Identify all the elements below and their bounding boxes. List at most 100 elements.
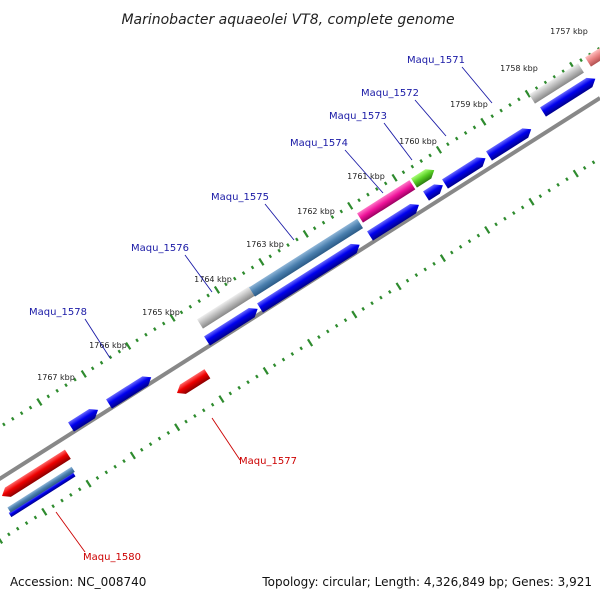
outer-tick xyxy=(224,282,228,287)
outer-tick xyxy=(579,58,583,63)
gene-arrow[interactable] xyxy=(442,154,488,189)
leader-line-maqu-1576 xyxy=(184,254,213,293)
gene-arrow-maqu-1580[interactable] xyxy=(0,449,71,501)
kbp-label: 1766 kbp xyxy=(89,341,127,350)
gene-arrow[interactable] xyxy=(540,74,598,117)
outer-tick xyxy=(232,276,237,281)
inner-tick xyxy=(262,366,269,375)
inner-tick xyxy=(395,282,402,291)
inner-tick xyxy=(528,197,535,206)
feature-block-maqu-1575[interactable] xyxy=(249,218,364,297)
inner-tick xyxy=(69,492,73,497)
kbp-labels: 1757 kbp 1758 kbp 1759 kbp 1760 kbp 1761 kbp… xyxy=(37,27,588,382)
gene-label-maqu-1573[interactable]: Maqu_1573 xyxy=(329,111,387,122)
inner-tick xyxy=(24,521,29,526)
inner-tick xyxy=(210,402,215,407)
gene-arrow[interactable] xyxy=(204,304,261,346)
outer-tick xyxy=(46,394,51,399)
inner-tick xyxy=(306,338,314,347)
outer-tick xyxy=(10,416,15,421)
kbp-label: 1762 kbp xyxy=(297,207,335,216)
feature-block-maqu-1573[interactable] xyxy=(411,165,437,188)
feature-block-maqu-1571[interactable] xyxy=(529,63,584,104)
inner-tick xyxy=(129,451,136,460)
gene-label-maqu-1572[interactable]: Maqu_1572 xyxy=(361,88,419,99)
inner-tick xyxy=(51,504,55,509)
outer-tick xyxy=(428,153,432,158)
leader-line-maqu-1571 xyxy=(461,66,493,104)
outer-tick xyxy=(135,338,139,343)
inner-tick xyxy=(458,244,463,249)
gene-label-maqu-1576[interactable]: Maqu_1576 xyxy=(131,243,189,254)
leader-line-maqu-1578 xyxy=(84,318,111,359)
gene-arrow[interactable] xyxy=(68,405,101,432)
inner-tick xyxy=(432,261,436,266)
outer-tick xyxy=(366,192,370,197)
feature-block-gray[interactable] xyxy=(197,286,256,329)
inner-tick xyxy=(476,233,481,238)
kbp-label: 1757 kbp xyxy=(550,27,588,36)
outer-tick xyxy=(357,198,361,203)
feature-block-edge[interactable] xyxy=(585,46,600,67)
outer-tick xyxy=(302,229,309,238)
gene-label-maqu-1580[interactable]: Maqu_1580 xyxy=(83,552,141,563)
inner-tick xyxy=(104,470,109,475)
accession-text: Accession: NC_008740 xyxy=(10,575,146,589)
feature-block-maqu-1574[interactable] xyxy=(357,180,416,223)
gene-arrow[interactable] xyxy=(486,125,534,161)
outer-tick xyxy=(2,422,6,427)
kbp-label: 1763 kbp xyxy=(246,240,284,249)
outer-tick xyxy=(321,220,326,225)
outer-tick xyxy=(524,89,531,98)
gene-label-maqu-1577[interactable]: Maqu_1577 xyxy=(239,456,297,467)
kbp-label: 1764 kbp xyxy=(194,275,232,284)
inner-tick xyxy=(174,423,181,432)
outer-tick xyxy=(508,103,512,107)
gene-label-maqu-1575[interactable]: Maqu_1575 xyxy=(211,192,269,203)
genome-summary-text: Topology: circular; Length: 4,326,849 bp… xyxy=(261,575,592,589)
outer-tick xyxy=(534,86,539,91)
outer-tick xyxy=(28,405,33,410)
outer-tick xyxy=(161,321,166,326)
inner-tick xyxy=(317,335,321,340)
gene-label-maqu-1574[interactable]: Maqu_1574 xyxy=(290,138,348,149)
gene-arrow[interactable] xyxy=(106,373,154,409)
gene-arrow-maqu-1577[interactable] xyxy=(174,369,211,398)
kbp-label: 1765 kbp xyxy=(142,308,180,317)
gene-label-maqu-1578[interactable]: Maqu_1578 xyxy=(29,307,87,318)
kbp-label: 1761 kbp xyxy=(347,172,385,181)
outer-tick xyxy=(472,125,477,130)
outer-tick-row xyxy=(2,46,600,427)
outer-tick xyxy=(517,97,521,102)
inner-tick xyxy=(343,318,348,323)
outer-tick xyxy=(117,349,122,354)
gene-label-maqu-1571[interactable]: Maqu_1571 xyxy=(407,55,465,66)
gene-arrow[interactable] xyxy=(423,181,446,201)
leader-line-maqu-1575 xyxy=(264,203,295,241)
outer-tick xyxy=(258,257,265,266)
inner-tick xyxy=(122,459,126,464)
inner-tick xyxy=(370,301,374,306)
outer-tick xyxy=(90,366,95,371)
outer-tick xyxy=(480,117,487,126)
feature-block-steel[interactable] xyxy=(7,466,75,513)
inner-tick xyxy=(166,430,171,435)
outer-tick xyxy=(330,215,335,219)
outer-tick xyxy=(383,181,388,186)
gene-arrow[interactable] xyxy=(257,240,363,313)
inner-tick xyxy=(255,374,259,379)
inner-tick xyxy=(290,352,295,356)
inner-tick xyxy=(193,414,197,418)
outer-tick xyxy=(153,327,157,332)
inner-tick xyxy=(157,436,162,441)
inner-tick xyxy=(41,507,48,516)
gene-arrow[interactable] xyxy=(367,200,422,241)
leader-line-maqu-1577 xyxy=(211,417,241,461)
outer-tick xyxy=(295,237,299,242)
gene-arrow[interactable] xyxy=(8,472,76,518)
inner-tick xyxy=(272,363,277,368)
inner-tick xyxy=(184,419,188,424)
outer-tick xyxy=(312,226,317,231)
inner-tick xyxy=(281,357,286,362)
leader-line-maqu-1572 xyxy=(414,99,447,137)
